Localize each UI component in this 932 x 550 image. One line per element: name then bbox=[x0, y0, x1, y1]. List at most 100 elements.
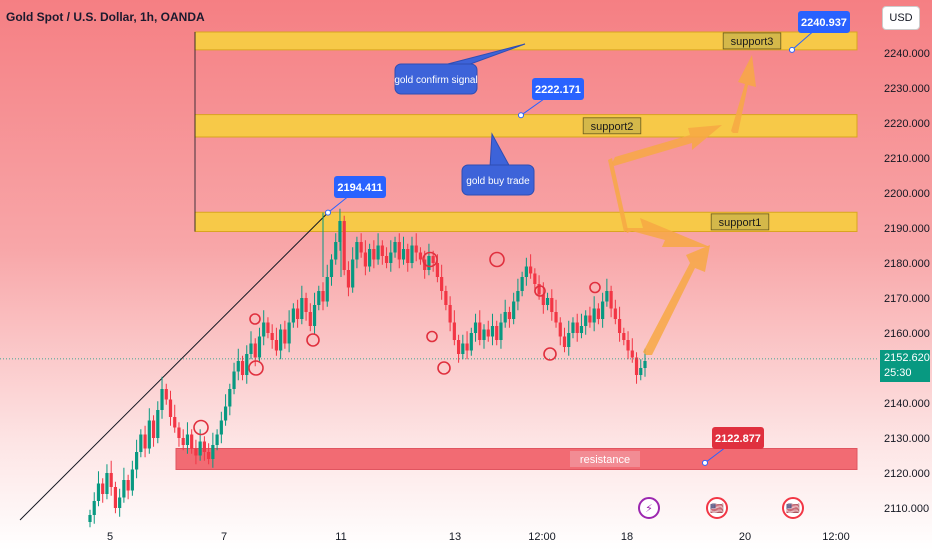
candle-body bbox=[219, 420, 223, 435]
highlight-circle bbox=[193, 419, 209, 436]
candle-body bbox=[342, 221, 346, 270]
candle-body bbox=[550, 298, 554, 312]
price-callout: 2222.171 bbox=[535, 84, 581, 96]
candle-body bbox=[529, 266, 533, 274]
candle-body bbox=[253, 343, 257, 358]
candle-body bbox=[630, 350, 634, 358]
x-tick-label: 18 bbox=[621, 531, 633, 543]
price-callout-box bbox=[334, 176, 386, 198]
candle-body bbox=[143, 434, 147, 449]
us-flag-event-icon[interactable]: 🇺🇸 bbox=[706, 497, 728, 519]
candle-body bbox=[380, 245, 384, 256]
annotation-bubble-box bbox=[394, 63, 478, 95]
price-callout-box bbox=[798, 11, 850, 33]
circles-layer bbox=[193, 251, 601, 436]
highlight-circle bbox=[249, 313, 261, 325]
y-tick-label: 2120.000 bbox=[884, 468, 930, 480]
candle-body bbox=[202, 441, 206, 452]
candle-body bbox=[139, 434, 143, 452]
candle-body bbox=[308, 312, 312, 326]
chart-title: Gold Spot / U.S. Dollar, 1h, OANDA bbox=[6, 10, 205, 24]
y-tick-label: 2110.000 bbox=[884, 503, 929, 515]
candle-body bbox=[384, 256, 389, 263]
callout-anchor bbox=[789, 46, 795, 53]
candle-body bbox=[160, 389, 164, 410]
y-tick-label: 2130.000 bbox=[884, 433, 930, 445]
candle-body bbox=[461, 343, 465, 354]
candle-body bbox=[325, 277, 329, 302]
candle-body bbox=[96, 483, 101, 501]
candle-body bbox=[596, 308, 600, 319]
zone-resistance bbox=[175, 448, 858, 470]
highlight-circle bbox=[306, 333, 320, 347]
highlight-circle bbox=[489, 251, 505, 268]
candle-body bbox=[300, 298, 304, 319]
candles-layer bbox=[0, 208, 878, 528]
candle-body bbox=[567, 333, 571, 347]
candle-body bbox=[469, 333, 473, 351]
x-tick-label: 11 bbox=[335, 531, 346, 543]
candle-body bbox=[279, 329, 283, 351]
candle-body bbox=[194, 448, 198, 456]
candle-body bbox=[622, 333, 626, 340]
price-callout-box bbox=[532, 78, 584, 100]
candle-body bbox=[211, 445, 215, 459]
currency-button[interactable]: USD bbox=[882, 6, 920, 30]
candle-body bbox=[283, 329, 287, 344]
candle-body bbox=[317, 291, 321, 305]
candle-body bbox=[558, 322, 562, 337]
candle-body bbox=[592, 308, 596, 323]
up-arrow bbox=[731, 55, 756, 133]
candle-body bbox=[609, 291, 613, 309]
candle-body bbox=[223, 406, 228, 421]
highlight-circle bbox=[426, 330, 438, 343]
annotation-bubble-box bbox=[461, 164, 535, 196]
candle-body bbox=[507, 312, 512, 319]
candle-body bbox=[228, 389, 232, 407]
highlight-circle bbox=[437, 361, 451, 375]
candle-body bbox=[376, 245, 380, 260]
x-tick-label: 12:00 bbox=[822, 531, 850, 543]
candle-body bbox=[545, 298, 550, 305]
highlight-circle bbox=[422, 251, 438, 268]
candle-body bbox=[109, 473, 113, 487]
y-tick-label: 2170.000 bbox=[884, 293, 930, 305]
zone-support2 bbox=[194, 114, 858, 138]
y-tick-label: 2160.000 bbox=[884, 328, 930, 340]
candle-body bbox=[554, 312, 558, 323]
zone-label: resistance bbox=[580, 454, 630, 466]
candle-body bbox=[181, 438, 185, 445]
dividend-event-icon[interactable]: ⚡ bbox=[638, 497, 660, 519]
y-tick-label: 2220.000 bbox=[884, 118, 930, 130]
candle-body bbox=[372, 249, 376, 260]
candle-body bbox=[207, 452, 211, 459]
zone-label: support3 bbox=[731, 36, 774, 48]
candle-body bbox=[617, 319, 622, 333]
candle-body bbox=[312, 305, 317, 326]
candle-body bbox=[329, 259, 334, 277]
candle-body bbox=[435, 263, 440, 277]
candle-body bbox=[177, 427, 181, 438]
x-tick-label: 13 bbox=[449, 531, 461, 543]
y-tick-label: 2200.000 bbox=[884, 188, 930, 200]
candle-body bbox=[173, 417, 177, 428]
candle-body bbox=[113, 487, 118, 508]
candle-body bbox=[287, 322, 291, 344]
candle-body bbox=[92, 501, 96, 515]
candle-body bbox=[88, 515, 92, 522]
candle-body bbox=[257, 336, 262, 358]
candle-body bbox=[393, 242, 397, 253]
candle-body bbox=[168, 399, 173, 417]
callout-anchor bbox=[518, 112, 524, 119]
candle-body bbox=[406, 249, 410, 263]
up-arrow bbox=[643, 245, 710, 355]
last-price-badge: 2152.620 25:30 bbox=[880, 350, 930, 382]
candle-body bbox=[520, 277, 524, 291]
us-flag-event-icon[interactable]: 🇺🇸 bbox=[782, 497, 804, 519]
x-tick-label: 7 bbox=[221, 531, 227, 543]
callout-anchor bbox=[702, 459, 708, 466]
zone-label-box bbox=[582, 117, 642, 135]
candle-body bbox=[147, 420, 151, 449]
